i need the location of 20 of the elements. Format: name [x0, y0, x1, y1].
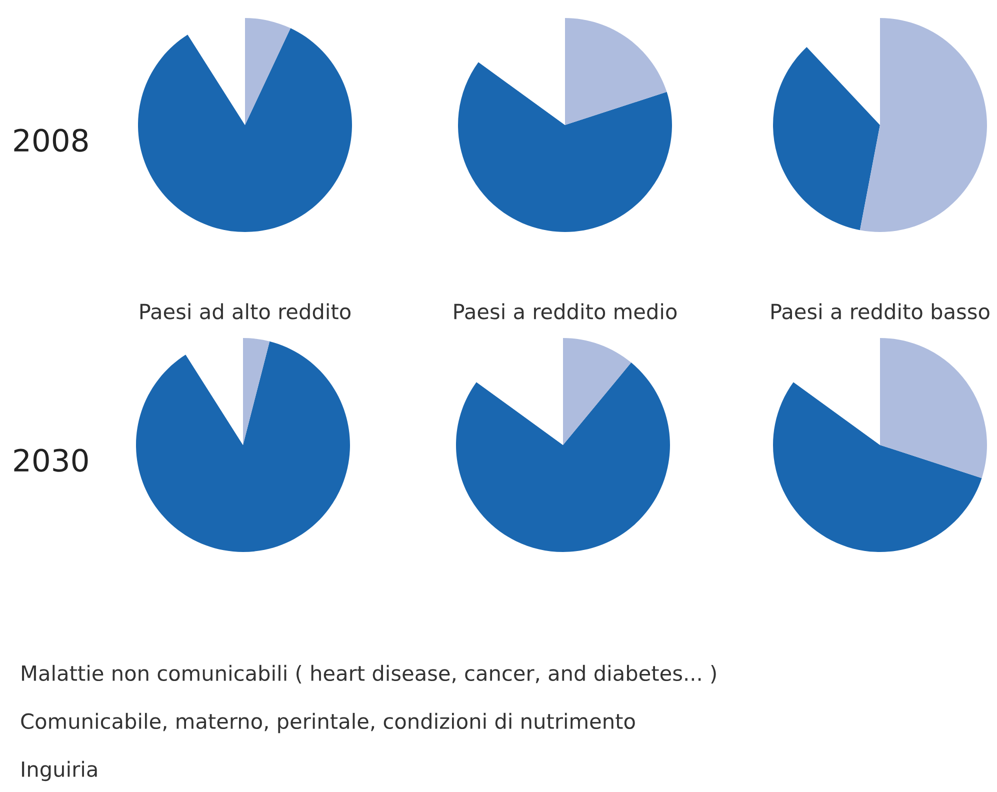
- pie-slice: [563, 338, 632, 445]
- text: Inguiria: [22, 760, 97, 782]
- pie-slice: [456, 362, 670, 552]
- pie-slice: [860, 18, 987, 232]
- text: Paesi a reddito basso: [772, 303, 990, 320]
- pie-slice: [773, 382, 982, 552]
- pie-slice: [138, 28, 352, 232]
- text: Malattie non comunicabili ( heart disease, cancer, and diabetes... ): [22, 664, 716, 684]
- text: Paesi a reddito medio: [454, 303, 677, 320]
- text: Comunicabile, materno, perintale, condizioni di nutrimento: [21, 712, 635, 734]
- text: 2008: [14, 128, 88, 152]
- pie-slice: [458, 62, 672, 232]
- pie-slice: [880, 338, 987, 478]
- text: Paesi ad alto reddito: [140, 303, 350, 320]
- pie-slice: [773, 47, 880, 230]
- pie-slice: [565, 18, 667, 125]
- pie-slice: [243, 338, 270, 445]
- pie-slice: [136, 341, 350, 552]
- text: 2030: [14, 448, 88, 472]
- pie-slice: [245, 18, 291, 125]
